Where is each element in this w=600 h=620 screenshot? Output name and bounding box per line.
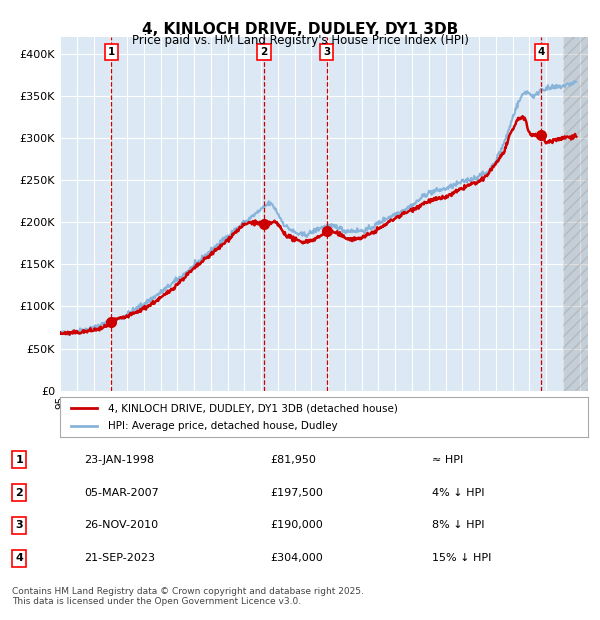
Text: £197,500: £197,500 — [270, 487, 323, 498]
Text: £304,000: £304,000 — [270, 553, 323, 564]
Text: Contains HM Land Registry data © Crown copyright and database right 2025.
This d: Contains HM Land Registry data © Crown c… — [12, 587, 364, 606]
Text: 1: 1 — [107, 47, 115, 57]
Text: 4: 4 — [15, 553, 23, 564]
Text: £81,950: £81,950 — [270, 454, 316, 465]
Text: 4: 4 — [538, 47, 545, 57]
Text: 1: 1 — [16, 454, 23, 465]
Text: 23-JAN-1998: 23-JAN-1998 — [84, 454, 154, 465]
Text: HPI: Average price, detached house, Dudley: HPI: Average price, detached house, Dudl… — [107, 421, 337, 431]
Text: 26-NOV-2010: 26-NOV-2010 — [84, 520, 158, 531]
Text: £190,000: £190,000 — [270, 520, 323, 531]
Text: 2: 2 — [260, 47, 268, 57]
Text: 4, KINLOCH DRIVE, DUDLEY, DY1 3DB (detached house): 4, KINLOCH DRIVE, DUDLEY, DY1 3DB (detac… — [107, 403, 397, 413]
Text: 3: 3 — [323, 47, 330, 57]
Text: Price paid vs. HM Land Registry's House Price Index (HPI): Price paid vs. HM Land Registry's House … — [131, 34, 469, 47]
Text: 15% ↓ HPI: 15% ↓ HPI — [432, 553, 491, 564]
Text: ≈ HPI: ≈ HPI — [432, 454, 463, 465]
Text: 21-SEP-2023: 21-SEP-2023 — [84, 553, 155, 564]
Text: 4, KINLOCH DRIVE, DUDLEY, DY1 3DB: 4, KINLOCH DRIVE, DUDLEY, DY1 3DB — [142, 22, 458, 37]
Text: 3: 3 — [16, 520, 23, 531]
Text: 4% ↓ HPI: 4% ↓ HPI — [432, 487, 485, 498]
Text: 05-MAR-2007: 05-MAR-2007 — [84, 487, 159, 498]
Text: 2: 2 — [16, 487, 23, 498]
Text: 8% ↓ HPI: 8% ↓ HPI — [432, 520, 485, 531]
